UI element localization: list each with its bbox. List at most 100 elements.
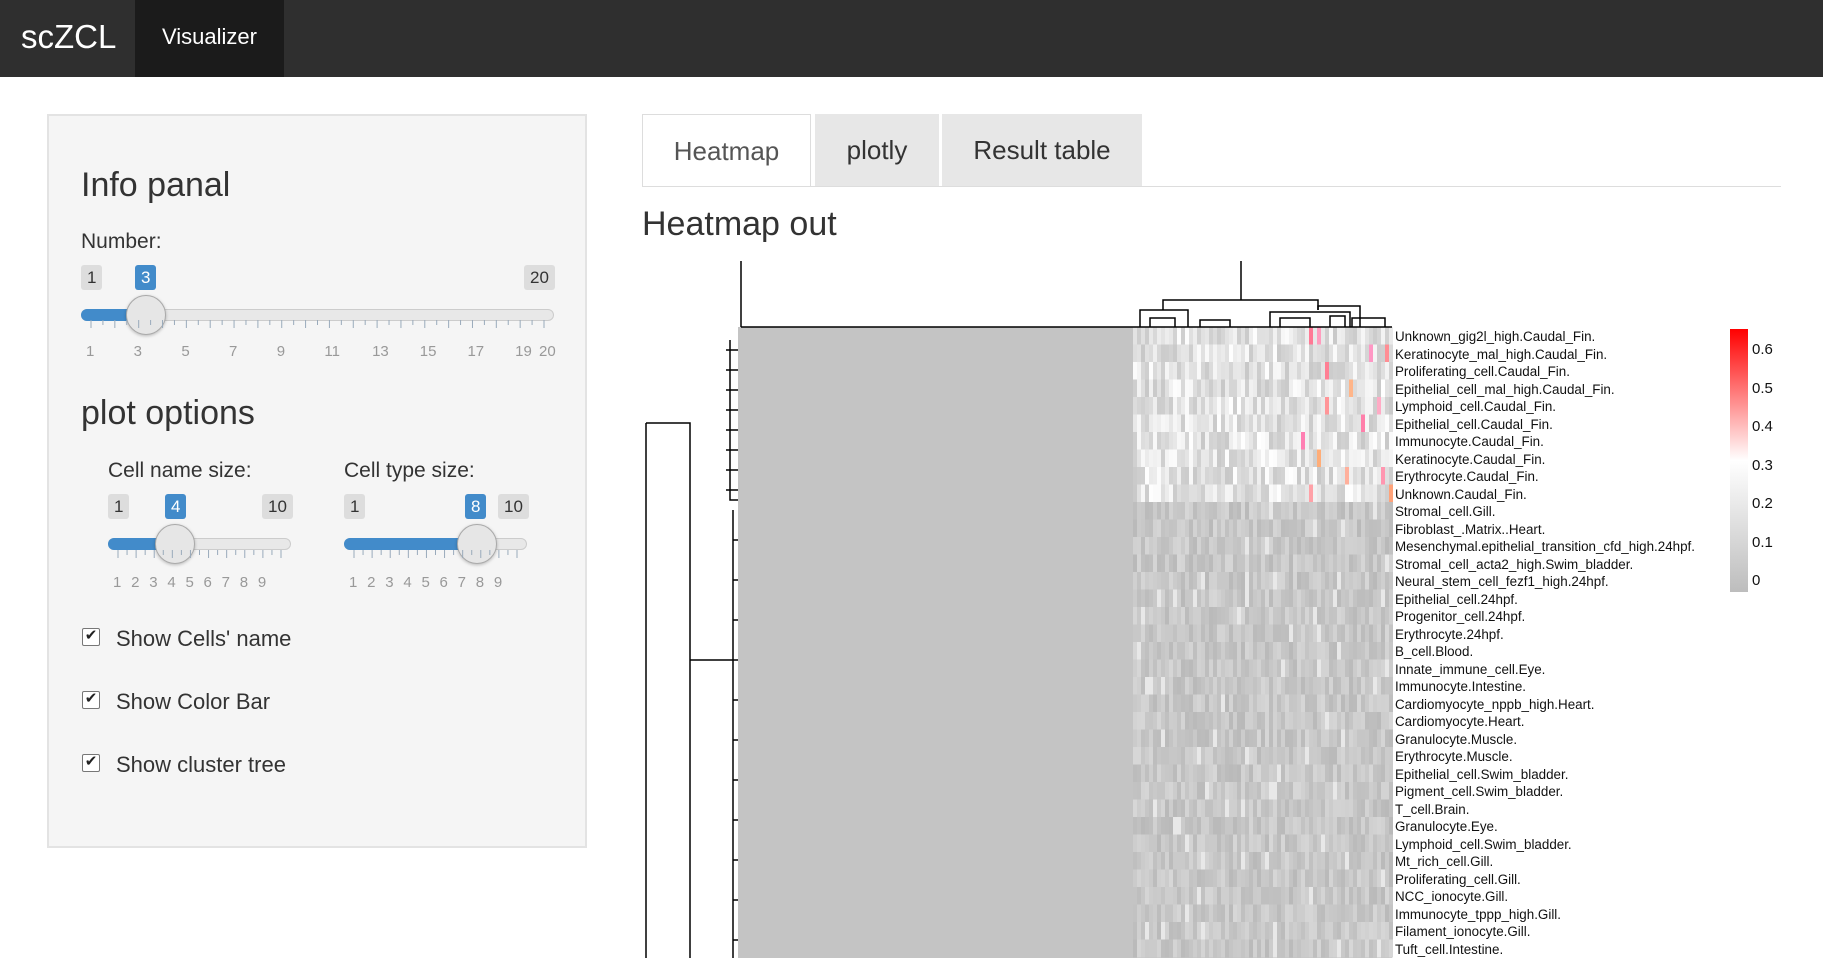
heatmap-cell <box>1313 589 1317 608</box>
show-cluster-tree-label[interactable]: Show cluster tree <box>116 752 286 777</box>
heatmap-cell <box>1229 904 1233 923</box>
heatmap-cell <box>1369 432 1373 450</box>
heatmap-cell <box>1321 414 1325 433</box>
heatmap-cell <box>1305 659 1309 678</box>
heatmap-cell <box>1185 659 1189 678</box>
heatmap-cell <box>1169 432 1173 450</box>
heatmap-cell <box>1245 607 1249 625</box>
show-color-bar-label[interactable]: Show Color Bar <box>116 689 271 714</box>
heatmap-cell <box>1181 834 1185 853</box>
heatmap-cell <box>1277 729 1281 748</box>
heatmap-cell <box>1325 747 1329 765</box>
heatmap-cell <box>1169 642 1173 660</box>
heatmap-cell <box>1157 379 1161 398</box>
heatmap-cell <box>1281 659 1285 678</box>
heatmap-cell <box>1241 502 1245 520</box>
number-slider-handle[interactable] <box>126 295 166 335</box>
heatmap-cell <box>1213 607 1217 625</box>
heatmap-cell <box>1357 694 1361 713</box>
heatmap-cell <box>1261 677 1265 695</box>
heatmap-cell <box>1197 397 1201 415</box>
heatmap-cell <box>1165 764 1169 783</box>
heatmap-cell <box>1233 659 1237 678</box>
heatmap-cell <box>1237 817 1241 835</box>
heatmap-cell <box>1193 729 1197 748</box>
heatmap-cell <box>1189 677 1193 695</box>
heatmap-cell <box>1341 939 1345 958</box>
heatmap-cell <box>1177 904 1181 923</box>
heatmap-cell <box>1273 624 1277 643</box>
heatmap-cell <box>1193 414 1197 433</box>
heatmap-cell <box>1205 852 1209 870</box>
heatmap-cell <box>1293 449 1297 468</box>
heatmap-cell <box>1145 939 1149 958</box>
heatmap-cell <box>1261 502 1265 520</box>
heatmap-cell <box>1237 537 1241 555</box>
heatmap-cell <box>1345 449 1349 468</box>
heatmap-cell <box>1265 817 1269 835</box>
heatmap-cell <box>1133 327 1137 345</box>
heatmap-cell <box>1189 852 1193 870</box>
heatmap-cell <box>1353 624 1357 643</box>
heatmap-cell <box>1285 362 1289 380</box>
show-cells-name-label[interactable]: Show Cells' name <box>116 626 292 651</box>
heatmap-cell <box>1165 694 1169 713</box>
heatmap-cell <box>1165 729 1169 748</box>
heatmap-cell <box>1353 537 1357 555</box>
cell-type-min-badge: 1 <box>344 494 366 519</box>
tab-plotly[interactable]: plotly <box>815 114 939 186</box>
heatmap-cell <box>1361 537 1365 555</box>
heatmap-cell <box>1201 747 1205 765</box>
heatmap-cell <box>1341 834 1345 853</box>
heatmap-cell <box>1381 554 1385 573</box>
heatmap-cell <box>1377 782 1381 800</box>
heatmap-cell <box>1237 729 1241 748</box>
heatmap-cell <box>1149 449 1153 468</box>
show-color-bar-checkbox[interactable]: ✔ <box>82 691 100 709</box>
nav-tab-visualizer[interactable]: Visualizer <box>135 0 284 77</box>
tab-heatmap[interactable]: Heatmap <box>642 114 811 186</box>
heatmap-cell <box>1301 327 1305 345</box>
heatmap-cell <box>1373 554 1377 573</box>
heatmap-row-label: B_cell.Blood. <box>1395 644 1474 659</box>
heatmap-cell <box>1249 432 1253 450</box>
heatmap-cell <box>1169 747 1173 765</box>
heatmap-cell <box>1349 817 1353 835</box>
heatmap-cell <box>1273 519 1277 538</box>
heatmap-cell <box>1233 572 1237 590</box>
cell-name-slider-handle[interactable] <box>155 524 195 564</box>
heatmap-cell <box>1181 572 1185 590</box>
heatmap-cell <box>1297 572 1301 590</box>
heatmap-cell <box>1201 484 1205 503</box>
show-cells-name-checkbox[interactable]: ✔ <box>82 628 100 646</box>
heatmap-cell <box>1221 397 1225 415</box>
heatmap-cell <box>1305 677 1309 695</box>
heatmap-cell <box>1293 379 1297 398</box>
heatmap-cell <box>1213 554 1217 573</box>
heatmap-cell <box>1305 922 1309 940</box>
heatmap-cell <box>1249 694 1253 713</box>
heatmap-cell <box>1217 607 1221 625</box>
show-cluster-tree-checkbox[interactable]: ✔ <box>82 754 100 772</box>
cell-type-tick-label: 8 <box>475 574 485 591</box>
heatmap-cell <box>1341 414 1345 433</box>
heatmap-cell <box>1317 834 1321 853</box>
heatmap-cell <box>1201 799 1205 818</box>
heatmap-row-label: Cardiomyocyte_nppb_high.Heart. <box>1395 696 1595 712</box>
heatmap-cell <box>1317 747 1321 765</box>
heatmap-cell <box>1137 502 1141 520</box>
cell-type-slider-handle[interactable] <box>457 524 497 564</box>
heatmap-cell <box>1149 484 1153 503</box>
tab-result-table[interactable]: Result table <box>942 114 1142 186</box>
heatmap-cell <box>1305 379 1309 398</box>
heatmap-cell <box>1345 397 1349 415</box>
heatmap-cell <box>1253 659 1257 678</box>
heatmap-cell <box>1133 747 1137 765</box>
heatmap-cell <box>1133 817 1137 835</box>
brand-title[interactable]: scZCL <box>21 18 117 55</box>
heatmap-cell <box>1333 799 1337 818</box>
heatmap-cell <box>1221 554 1225 573</box>
heatmap-cell <box>1349 537 1353 555</box>
heatmap-cell <box>1141 659 1145 678</box>
heatmap-cell <box>1229 799 1233 818</box>
